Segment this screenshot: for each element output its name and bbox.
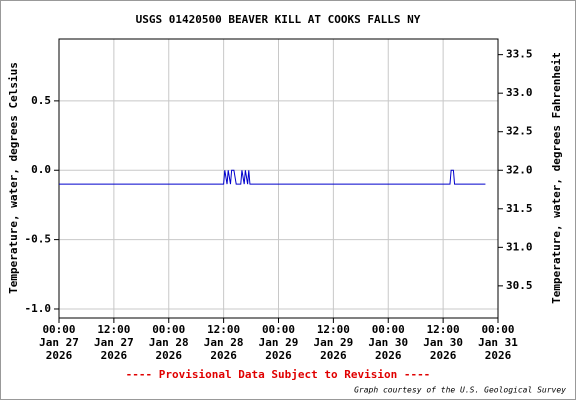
x-tick-label: 00:00	[262, 323, 295, 336]
y-tick-label: 0.5	[31, 94, 51, 107]
x-tick-label: Jan 27	[94, 336, 134, 349]
x-tick-label: Jan 31	[478, 336, 518, 349]
x-tick-label: 00:00	[372, 323, 405, 336]
y2-tick-label: 32.5	[506, 125, 533, 138]
credit: Graph courtesy of the U.S. Geological Su…	[354, 386, 566, 395]
x-tick-label: 2026	[320, 349, 347, 362]
x-tick-label: 00:00	[481, 323, 514, 336]
x-tick-label: Jan 30	[423, 336, 463, 349]
y2-axis-label: Temperature, water, degrees Fahrenheit	[550, 52, 563, 304]
x-tick-label: Jan 29	[259, 336, 299, 349]
x-tick-label: 2026	[430, 349, 457, 362]
y2-tick-label: 31.5	[506, 202, 533, 215]
y-axis-label: Temperature, water, degrees Celsius	[7, 62, 20, 294]
x-tick-label: Jan 28	[149, 336, 189, 349]
y2-tick-label: 33.0	[506, 86, 533, 99]
y-tick-label: 0.0	[31, 163, 51, 176]
x-tick-label: 2026	[101, 349, 128, 362]
x-tick-label: 2026	[265, 349, 292, 362]
y2-tick-label: 30.5	[506, 279, 533, 292]
x-tick-label: Jan 30	[368, 336, 408, 349]
x-tick-label: 2026	[156, 349, 183, 362]
provisional-note: ---- Provisional Data Subject to Revisio…	[126, 368, 431, 381]
y2-tick-label: 33.5	[506, 48, 533, 61]
x-tick-label: 12:00	[207, 323, 240, 336]
x-tick-label: 00:00	[42, 323, 75, 336]
plot-area	[58, 38, 499, 319]
y2-tick-label: 31.0	[506, 240, 533, 253]
y-tick-label: -0.5	[25, 233, 52, 246]
x-tick-label: 12:00	[317, 323, 350, 336]
y2-tick-label: 32.0	[506, 163, 533, 176]
x-tick-label: 00:00	[152, 323, 185, 336]
x-tick-label: Jan 29	[314, 336, 354, 349]
x-tick-label: 2026	[375, 349, 402, 362]
x-tick-label: 2026	[46, 349, 73, 362]
chart-title: USGS 01420500 BEAVER KILL AT COOKS FALLS…	[136, 13, 421, 26]
x-tick-label: Jan 28	[204, 336, 244, 349]
data-line	[59, 169, 486, 185]
x-tick-label: 12:00	[97, 323, 130, 336]
x-tick-label: 2026	[210, 349, 237, 362]
x-tick-label: Jan 27	[39, 336, 79, 349]
x-tick-label: 2026	[485, 349, 512, 362]
y-tick-label: -1.0	[25, 302, 52, 315]
x-tick-label: 12:00	[427, 323, 460, 336]
